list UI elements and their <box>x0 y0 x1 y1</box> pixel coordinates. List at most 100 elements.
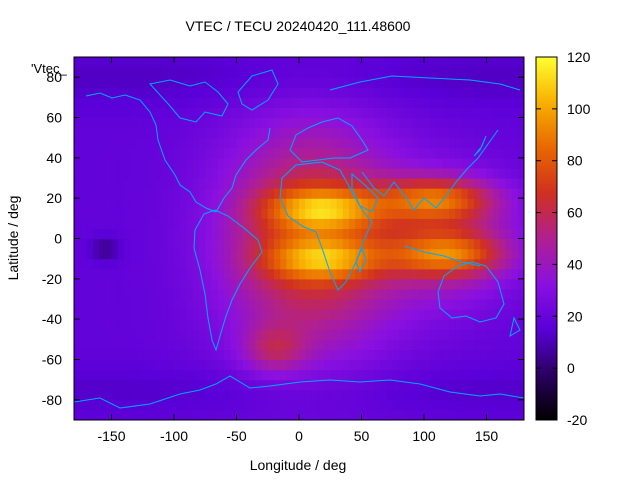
heatmap-cell <box>442 188 450 199</box>
heatmap-cell <box>86 248 94 260</box>
heatmap-cell <box>436 57 444 68</box>
heatmap-cell <box>130 97 138 109</box>
heatmap-cell <box>267 409 275 420</box>
heatmap-cell <box>211 278 219 290</box>
heatmap-cell <box>99 409 106 420</box>
heatmap-cell <box>311 248 319 260</box>
heatmap-cell <box>124 329 131 340</box>
heatmap-cell <box>361 67 369 78</box>
heatmap-cell <box>517 258 524 270</box>
heatmap-cell <box>74 178 81 189</box>
heatmap-cell <box>330 228 338 240</box>
heatmap-cell <box>361 399 369 411</box>
heatmap-cell <box>199 117 206 129</box>
heatmap-cell <box>80 67 88 78</box>
heatmap-cell <box>336 127 344 139</box>
heatmap-cell <box>367 329 375 340</box>
heatmap-cell <box>186 248 194 260</box>
heatmap-cell <box>292 167 300 179</box>
heatmap-cell <box>217 147 225 159</box>
heatmap-cell <box>436 178 444 189</box>
heatmap-cell <box>174 359 181 371</box>
heatmap-cell <box>80 117 88 129</box>
heatmap-cell <box>86 117 94 129</box>
heatmap-cell <box>155 268 163 280</box>
heatmap-cell <box>230 268 238 280</box>
heatmap-cell <box>274 319 281 330</box>
heatmap-cell <box>192 309 200 320</box>
heatmap-cell <box>436 188 444 199</box>
heatmap-cell <box>324 87 331 98</box>
heatmap-cell <box>336 147 344 159</box>
heatmap-cell <box>199 288 206 300</box>
heatmap-cell <box>292 147 300 159</box>
heatmap-cell <box>86 107 94 119</box>
heatmap-cell <box>449 389 456 401</box>
heatmap-cell <box>380 228 388 240</box>
heatmap-cell <box>192 349 200 361</box>
heatmap-cell <box>455 208 463 219</box>
heatmap-cell <box>230 278 238 290</box>
heatmap-cell <box>374 339 381 351</box>
heatmap-cell <box>311 97 319 109</box>
heatmap-cell <box>374 97 381 109</box>
heatmap-cell <box>324 198 331 209</box>
heatmap-cell <box>280 238 288 250</box>
heatmap-cell <box>142 167 150 179</box>
heatmap-cell <box>80 359 88 371</box>
heatmap-cell <box>286 198 294 209</box>
heatmap-cell <box>261 87 269 98</box>
heatmap-cell <box>405 87 413 98</box>
heatmap-cell <box>261 228 269 240</box>
heatmap-cell <box>180 409 188 420</box>
heatmap-cell <box>436 319 444 330</box>
heatmap-cell <box>330 329 338 340</box>
heatmap-cell <box>80 188 88 199</box>
heatmap-cell <box>299 188 306 199</box>
heatmap-cell <box>392 359 400 371</box>
heatmap-cell <box>274 167 281 179</box>
heatmap-cell <box>299 117 306 129</box>
heatmap-cell <box>242 288 250 300</box>
heatmap-cell <box>255 77 263 88</box>
heatmap-cell <box>505 137 513 149</box>
heatmap-cell <box>242 389 250 401</box>
heatmap-cell <box>349 268 356 280</box>
heatmap-cell <box>449 67 456 78</box>
heatmap-cell <box>80 208 88 219</box>
heatmap-cell <box>292 97 300 109</box>
heatmap-cell <box>336 369 344 381</box>
heatmap-cell <box>155 67 163 78</box>
heatmap-cell <box>380 299 388 310</box>
heatmap-cell <box>324 309 331 320</box>
heatmap-cell <box>274 409 281 420</box>
heatmap-cell <box>442 228 450 240</box>
heatmap-cell <box>205 57 213 68</box>
heatmap-cell <box>292 228 300 240</box>
heatmap-cell <box>336 349 344 361</box>
heatmap-cell <box>224 127 231 139</box>
heatmap-cell <box>136 218 144 230</box>
heatmap-cell <box>355 208 363 219</box>
heatmap-cell <box>192 359 200 371</box>
heatmap-cell <box>74 198 81 209</box>
heatmap-cell <box>236 309 244 320</box>
heatmap-cell <box>467 288 475 300</box>
heatmap-cell <box>261 278 269 290</box>
heatmap-cell <box>317 77 325 88</box>
heatmap-cell <box>511 248 519 260</box>
heatmap-cell <box>399 127 406 139</box>
heatmap-cell <box>174 57 181 68</box>
heatmap-cell <box>374 67 381 78</box>
heatmap-cell <box>474 67 481 78</box>
heatmap-cell <box>449 248 456 260</box>
heatmap-cell <box>411 218 419 230</box>
heatmap-cell <box>492 97 500 109</box>
heatmap-cell <box>492 379 500 391</box>
heatmap-cell <box>86 147 94 159</box>
heatmap-cell <box>242 117 250 129</box>
heatmap-cell <box>455 278 463 290</box>
heatmap-cell <box>411 409 419 420</box>
heatmap-cell <box>386 218 394 230</box>
heatmap-cell <box>311 208 319 219</box>
